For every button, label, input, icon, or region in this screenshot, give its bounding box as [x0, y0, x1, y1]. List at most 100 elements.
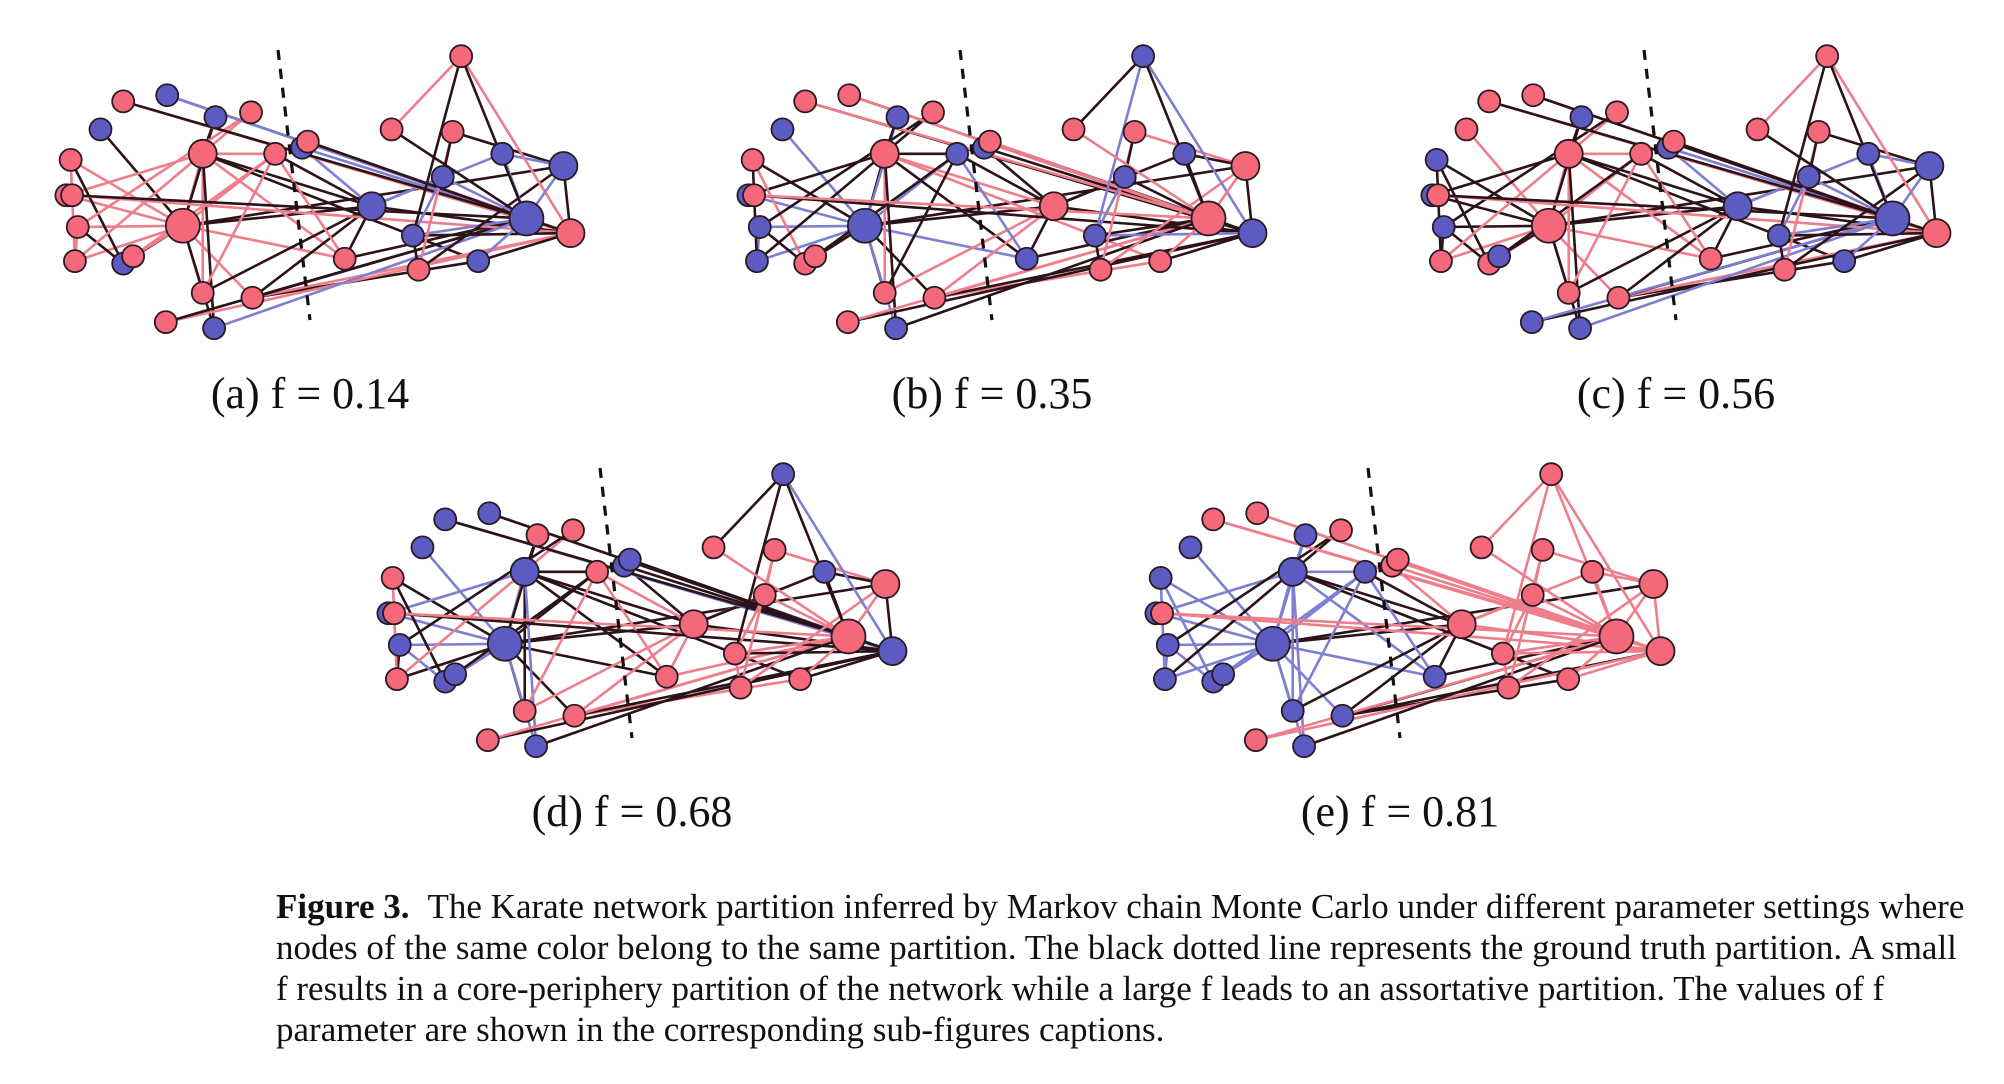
edge: [1778, 217, 1893, 237]
network-node: [1606, 285, 1631, 310]
network-node: [111, 89, 136, 114]
network-node: [1698, 246, 1723, 271]
network-node: [406, 257, 431, 282]
network-node: [356, 191, 387, 222]
edge: [1291, 571, 1367, 712]
network-node: [1088, 257, 1113, 282]
edge: [1502, 635, 1617, 655]
edge: [1160, 576, 1274, 645]
network-node: [1556, 667, 1581, 692]
network-node: [490, 141, 515, 166]
edge: [712, 546, 850, 638]
subcaption-c: (c) f = 0.56: [1576, 369, 1776, 418]
network-node: [1277, 556, 1308, 587]
edge: [1778, 231, 1937, 237]
network-node: [263, 141, 288, 166]
edge: [70, 158, 184, 227]
network-node: [509, 556, 540, 587]
network-node: [1155, 633, 1180, 657]
edge: [396, 529, 574, 681]
network-node: [747, 215, 772, 239]
network-node: [1424, 147, 1449, 172]
network-node: [1014, 246, 1039, 271]
network-node: [654, 664, 679, 689]
edge: [1292, 570, 1463, 626]
network-node: [1280, 698, 1305, 723]
edge: [847, 231, 1253, 324]
network-node: [1426, 183, 1450, 208]
network-node: [440, 119, 465, 144]
network-node: [1530, 537, 1555, 562]
network-node: [380, 565, 405, 590]
network-node: [332, 246, 357, 271]
ground-truth-divider: [276, 49, 312, 321]
edge: [1436, 158, 1550, 227]
network-node: [1856, 141, 1881, 166]
edge: [1440, 224, 1550, 263]
edge: [1825, 55, 1894, 219]
edge: [1843, 231, 1937, 263]
edge: [712, 473, 785, 549]
edges: [388, 473, 894, 748]
edge: [933, 205, 1055, 299]
edge: [1156, 612, 1274, 646]
edge: [1438, 193, 1893, 220]
edge: [781, 473, 850, 637]
nodes: [1420, 44, 1952, 341]
network-node: [466, 249, 491, 274]
edge: [421, 546, 506, 645]
network-node: [835, 310, 860, 335]
network-node: [475, 728, 500, 753]
edge: [74, 224, 184, 263]
edge: [733, 473, 785, 654]
network-node: [1914, 151, 1945, 181]
network-node: [1469, 535, 1494, 560]
network-node: [1496, 675, 1521, 700]
edge: [1189, 546, 1274, 645]
network-node: [1487, 244, 1512, 269]
edge: [459, 55, 528, 219]
edge: [752, 158, 866, 227]
network-node: [728, 675, 753, 700]
network-node: [1153, 667, 1177, 692]
network-node: [525, 523, 550, 548]
edge: [477, 231, 571, 263]
ground-truth-divider: [598, 467, 634, 739]
network-node: [742, 183, 766, 208]
edge: [460, 55, 572, 234]
edge: [388, 612, 506, 646]
nodes: [54, 44, 586, 341]
edge: [1756, 128, 1894, 220]
edges: [1156, 473, 1662, 748]
network-node: [945, 141, 970, 166]
network-node: [239, 100, 263, 125]
edge: [202, 205, 373, 295]
edge: [1531, 231, 1937, 324]
edge: [1480, 473, 1553, 549]
edge: [883, 153, 959, 294]
panel-d: [342, 448, 962, 768]
network-node: [1254, 625, 1291, 662]
network-node: [788, 667, 813, 692]
edge: [1212, 518, 1617, 638]
network-node: [1519, 310, 1544, 335]
network-node: [58, 147, 83, 172]
edge: [344, 217, 527, 260]
network-node: [678, 609, 709, 640]
edge: [396, 642, 506, 681]
network-node: [65, 215, 90, 239]
network-node: [1131, 44, 1156, 69]
edge: [1434, 635, 1617, 678]
network-node: [1638, 569, 1669, 599]
edge: [182, 224, 345, 260]
network-node: [1605, 100, 1629, 125]
network-node: [1796, 165, 1821, 189]
network-node: [1645, 636, 1676, 667]
network-node: [508, 200, 545, 237]
edge: [1710, 217, 1893, 260]
edge: [213, 217, 527, 330]
edge: [524, 623, 695, 713]
edge: [524, 570, 695, 626]
edge: [504, 642, 667, 678]
network-node: [1772, 257, 1797, 282]
